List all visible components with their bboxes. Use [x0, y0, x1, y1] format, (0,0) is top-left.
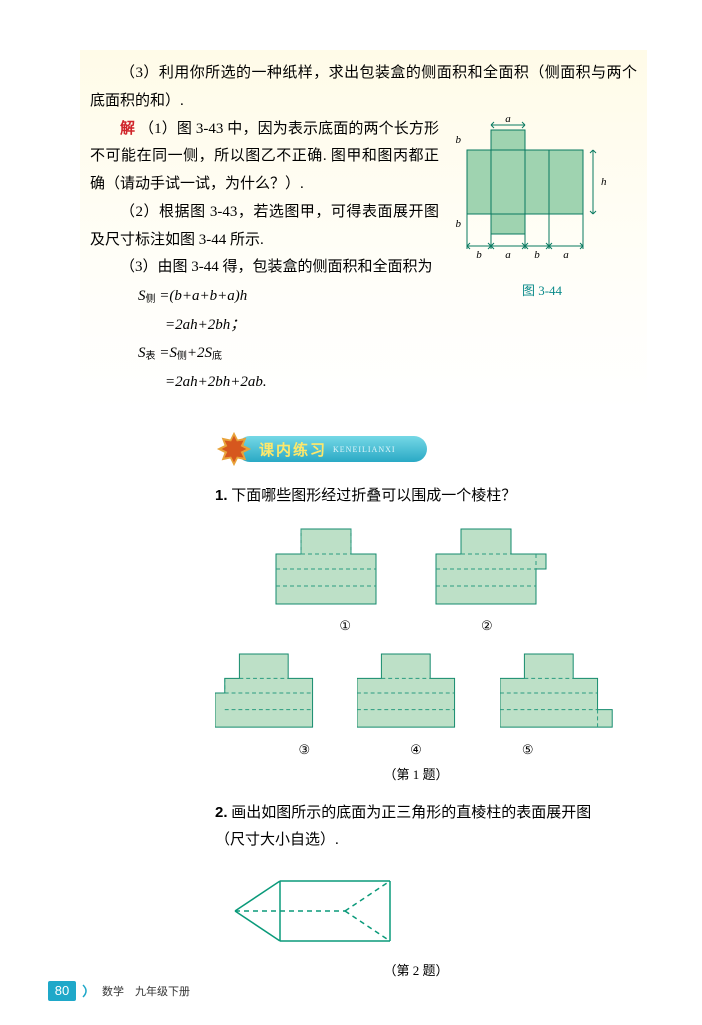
exercise-1: 1. 下面哪些图形经过折叠可以围成一个棱柱？ — [215, 482, 617, 510]
exercise-1-text: 下面哪些图形经过折叠可以围成一个棱柱？ — [231, 488, 516, 504]
svg-text:b: b — [456, 134, 462, 146]
exercise-2-caption: （第 2 题） — [215, 960, 617, 979]
formulas: S侧 =(b+a+b+a)h =2ah+2bh； S表 =S侧+2S底 =2ah… — [90, 282, 637, 396]
svg-text:b: b — [456, 218, 462, 230]
banner-title: 课内练习 — [259, 439, 327, 460]
net-5 — [500, 648, 617, 738]
exercise-1-figs-row2 — [215, 648, 617, 738]
net-2 — [431, 524, 561, 614]
svg-text:b: b — [534, 249, 540, 261]
page-number: 80 — [48, 981, 76, 1001]
figure-3-44: a b h b b a b a 图 3-44 — [447, 116, 637, 299]
book-title: 数学 九年级下册 — [102, 983, 190, 999]
exercise-1-num: 1. — [215, 487, 228, 504]
net-3 — [215, 648, 317, 738]
exercise-1-labels-row2: ③④⑤ — [215, 742, 617, 758]
triangular-prism — [215, 866, 405, 956]
net-diagram: a b h b b a b a — [447, 116, 632, 276]
svg-text:a: a — [563, 249, 569, 261]
svg-text:a: a — [505, 249, 511, 261]
svg-text:a: a — [505, 116, 511, 125]
exercise-2: 2. 画出如图所示的底面为正三角形的直棱柱的表面展开图（尺寸大小自选）. — [215, 799, 617, 854]
banner-ribbon: 课内练习 KENEILIANXI — [237, 436, 427, 462]
exercise-1-caption: （第 1 题） — [215, 764, 617, 783]
exercise-1-labels-row1: ①② — [215, 618, 617, 634]
net-4 — [357, 648, 459, 738]
exercise-2-text: 画出如图所示的底面为正三角形的直棱柱的表面展开图（尺寸大小自选）. — [215, 805, 591, 848]
svg-text:h: h — [601, 176, 607, 188]
star-icon — [215, 430, 253, 468]
figure-3-44-caption: 图 3-44 — [447, 280, 637, 299]
question-3: （3）利用你所选的一种纸样，求出包装盒的侧面积和全面积（侧面积与两个底面积的和）… — [90, 60, 637, 116]
section-banner: 课内练习 KENEILIANXI — [215, 431, 647, 467]
banner-pinyin: KENEILIANXI — [333, 445, 396, 454]
svg-text:b: b — [476, 249, 482, 261]
footer-ornament-icon — [82, 984, 96, 998]
exercise-2-num: 2. — [215, 804, 228, 821]
net-1 — [271, 524, 381, 614]
page-footer: 80 数学 九年级下册 — [48, 981, 190, 1001]
answer-label: 解 — [120, 121, 135, 137]
exercise-1-figs-row1 — [215, 524, 617, 614]
